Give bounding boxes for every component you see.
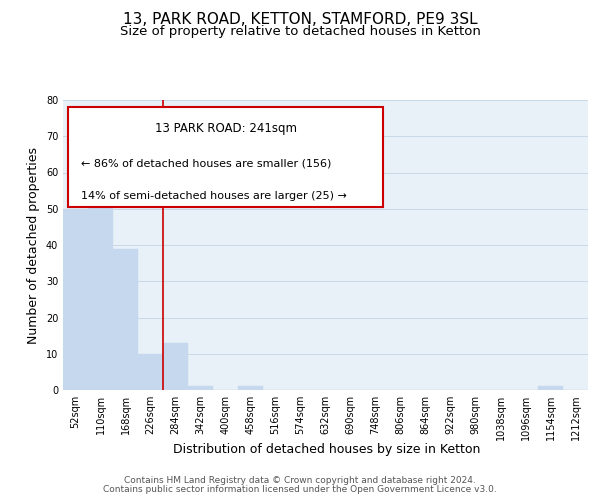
- Text: Size of property relative to detached houses in Ketton: Size of property relative to detached ho…: [119, 24, 481, 38]
- Text: Contains HM Land Registry data © Crown copyright and database right 2024.: Contains HM Land Registry data © Crown c…: [124, 476, 476, 485]
- Bar: [138, 354, 163, 390]
- Text: 13 PARK ROAD: 241sqm: 13 PARK ROAD: 241sqm: [155, 122, 297, 135]
- Y-axis label: Number of detached properties: Number of detached properties: [27, 146, 40, 344]
- Text: Distribution of detached houses by size in Ketton: Distribution of detached houses by size …: [173, 442, 481, 456]
- Bar: [88, 151, 113, 390]
- Bar: [163, 343, 188, 390]
- Text: ← 86% of detached houses are smaller (156): ← 86% of detached houses are smaller (15…: [82, 158, 332, 168]
- Text: 14% of semi-detached houses are larger (25) →: 14% of semi-detached houses are larger (…: [82, 192, 347, 202]
- Text: Contains public sector information licensed under the Open Government Licence v3: Contains public sector information licen…: [103, 484, 497, 494]
- Bar: [188, 386, 213, 390]
- Bar: [538, 386, 563, 390]
- FancyBboxPatch shape: [68, 108, 383, 208]
- Bar: [238, 386, 263, 390]
- Bar: [113, 248, 138, 390]
- Bar: [63, 209, 88, 390]
- Text: 13, PARK ROAD, KETTON, STAMFORD, PE9 3SL: 13, PARK ROAD, KETTON, STAMFORD, PE9 3SL: [122, 12, 478, 28]
